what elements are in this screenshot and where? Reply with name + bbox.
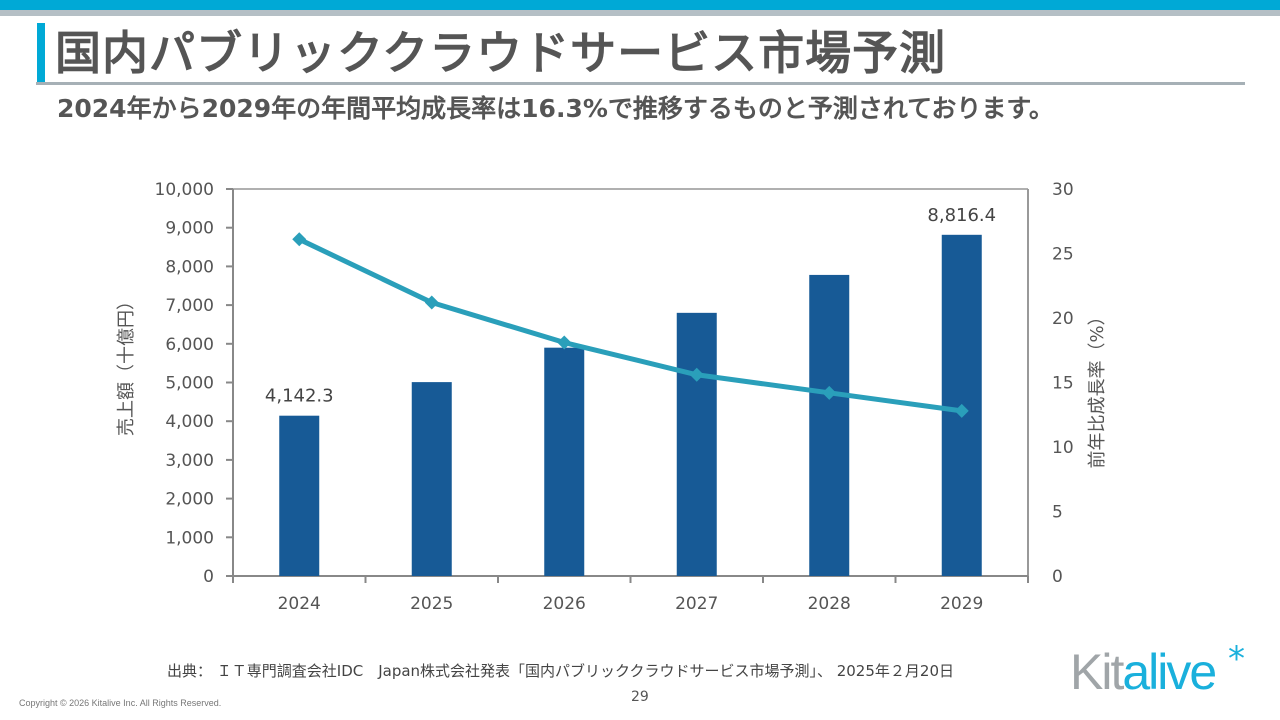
data-label-2029: 8,816.4	[927, 205, 996, 226]
slide-subtitle: 2024年から2029年の年間平均成長率は16.3%で推移するものと予測されてお…	[57, 94, 1054, 123]
bar-2024	[279, 415, 320, 576]
title-accent-mark	[37, 23, 45, 82]
right-axis-tick-label: 15	[1052, 374, 1074, 394]
growth-marker-2024	[292, 232, 307, 247]
line-series	[292, 232, 969, 418]
right-axis-tick-label: 20	[1052, 309, 1074, 329]
right-axis-tick-label: 25	[1052, 245, 1074, 265]
left-axis-tick-label: 4,000	[165, 412, 214, 432]
chart-frame	[226, 188, 1029, 583]
logo-text-alive: alive	[1122, 644, 1217, 700]
x-axis-tick-label: 2029	[940, 594, 983, 614]
growth-marker-2025	[424, 295, 439, 310]
growth-rate-line	[298, 237, 963, 414]
left-axis-title: 売上額（十億円）	[116, 292, 137, 436]
bar-series	[279, 234, 982, 577]
x-axis-tick-label: 2027	[675, 594, 718, 614]
growth-marker-2029	[954, 403, 969, 418]
left-axis-tick-label: 10,000	[155, 180, 214, 200]
left-axis-tick-label: 2,000	[165, 490, 214, 510]
slide-title: 国内パブリッククラウドサービス市場予測	[55, 26, 947, 80]
right-axis-tick-label: 10	[1052, 438, 1074, 458]
left-axis-tick-label: 0	[203, 567, 214, 587]
x-axis-tick-label: 2026	[543, 594, 586, 614]
growth-marker-2028	[822, 385, 837, 400]
data-labels: 4,142.3 8,816.4	[265, 205, 996, 407]
right-axis-tick-label: 5	[1052, 503, 1063, 523]
x-axis-tick-label: 2025	[410, 594, 453, 614]
left-axis-tick-label: 1,000	[165, 528, 214, 548]
left-axis-tick-label: 3,000	[165, 451, 214, 471]
right-axis-tick-label: 0	[1052, 567, 1063, 587]
top-accent-bar	[0, 0, 1280, 10]
left-axis-tick-label: 9,000	[165, 219, 214, 239]
growth-marker-2027	[689, 367, 704, 382]
logo-text-kit: Kit	[1070, 644, 1124, 700]
bar-2025	[411, 382, 452, 576]
left-axis-tick-labels: 0 1,000 2,000 3,000 4,000 5,000 6,000 7,000 8,00…	[155, 180, 214, 587]
bar-2027	[676, 312, 717, 576]
left-axis-tick-label: 5,000	[165, 374, 214, 394]
right-axis-tick-labels: 0 5 10 15 20 25 30	[1052, 180, 1074, 587]
right-axis-tick-label: 30	[1052, 180, 1074, 200]
x-axis-tick-labels: 2024 2025 2026 2027 2028 2029	[278, 594, 984, 614]
bar-2028	[809, 274, 850, 576]
title-underline	[36, 82, 1245, 85]
logo-asterisk-icon: *	[1228, 639, 1245, 679]
page-number: 29	[631, 689, 649, 705]
kitalive-logo: Kitalive	[1070, 644, 1217, 700]
top-gray-bar	[0, 10, 1280, 16]
copyright-notice: Copyright © 2026 Kitalive Inc. All Right…	[19, 698, 222, 708]
left-axis-tick-label: 6,000	[165, 335, 214, 355]
bar-2026	[544, 347, 585, 576]
source-citation: 出典： ＩＴ専門調査会社IDC Japan株式会社発表「国内パブリッククラウドサ…	[167, 662, 954, 680]
right-axis-title: 前年比成長率（%）	[1087, 307, 1108, 468]
x-axis-tick-label: 2024	[278, 594, 321, 614]
data-label-2024: 4,142.3	[265, 386, 334, 407]
left-axis-tick-label: 7,000	[165, 296, 214, 316]
growth-marker-2026	[557, 335, 572, 350]
x-axis-tick-label: 2028	[808, 594, 851, 614]
left-axis-tick-label: 8,000	[165, 257, 214, 277]
